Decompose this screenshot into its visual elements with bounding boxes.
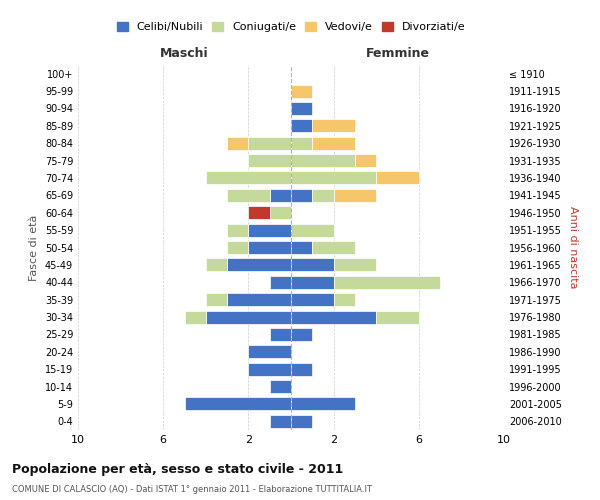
- Bar: [355, 154, 376, 167]
- Bar: [270, 276, 291, 289]
- Bar: [313, 120, 355, 132]
- Bar: [185, 310, 206, 324]
- Text: Femmine: Femmine: [365, 47, 430, 60]
- Bar: [291, 154, 355, 167]
- Text: COMUNE DI CALASCIO (AQ) - Dati ISTAT 1° gennaio 2011 - Elaborazione TUTTITALIA.I: COMUNE DI CALASCIO (AQ) - Dati ISTAT 1° …: [12, 485, 372, 494]
- Bar: [291, 293, 334, 306]
- Bar: [291, 84, 313, 98]
- Bar: [291, 172, 376, 184]
- Bar: [313, 189, 334, 202]
- Bar: [227, 258, 291, 272]
- Bar: [248, 346, 291, 358]
- Bar: [376, 172, 419, 184]
- Bar: [206, 293, 227, 306]
- Bar: [227, 136, 248, 149]
- Bar: [248, 136, 291, 149]
- Bar: [291, 328, 313, 341]
- Y-axis label: Anni di nascita: Anni di nascita: [568, 206, 578, 289]
- Bar: [227, 189, 270, 202]
- Text: Popolazione per età, sesso e stato civile - 2011: Popolazione per età, sesso e stato civil…: [12, 462, 343, 475]
- Bar: [291, 362, 313, 376]
- Bar: [206, 258, 227, 272]
- Bar: [313, 241, 355, 254]
- Bar: [270, 328, 291, 341]
- Bar: [291, 224, 334, 236]
- Bar: [248, 224, 291, 236]
- Bar: [248, 241, 291, 254]
- Bar: [291, 189, 313, 202]
- Bar: [227, 241, 248, 254]
- Bar: [270, 189, 291, 202]
- Bar: [206, 172, 291, 184]
- Bar: [291, 258, 334, 272]
- Bar: [291, 102, 313, 115]
- Legend: Celibi/Nubili, Coniugati/e, Vedovi/e, Divorziati/e: Celibi/Nubili, Coniugati/e, Vedovi/e, Di…: [115, 20, 467, 34]
- Bar: [291, 136, 313, 149]
- Bar: [185, 398, 291, 410]
- Bar: [291, 415, 313, 428]
- Bar: [270, 380, 291, 393]
- Bar: [248, 362, 291, 376]
- Bar: [334, 293, 355, 306]
- Bar: [270, 206, 291, 220]
- Bar: [227, 224, 248, 236]
- Bar: [334, 258, 376, 272]
- Bar: [334, 189, 376, 202]
- Bar: [248, 154, 291, 167]
- Bar: [291, 276, 334, 289]
- Bar: [291, 398, 355, 410]
- Bar: [376, 310, 419, 324]
- Bar: [227, 293, 291, 306]
- Text: Maschi: Maschi: [160, 47, 209, 60]
- Bar: [291, 241, 313, 254]
- Bar: [270, 415, 291, 428]
- Bar: [206, 310, 291, 324]
- Bar: [313, 136, 355, 149]
- Bar: [291, 120, 313, 132]
- Bar: [248, 206, 270, 220]
- Bar: [291, 310, 376, 324]
- Bar: [334, 276, 440, 289]
- Y-axis label: Fasce di età: Fasce di età: [29, 214, 39, 280]
